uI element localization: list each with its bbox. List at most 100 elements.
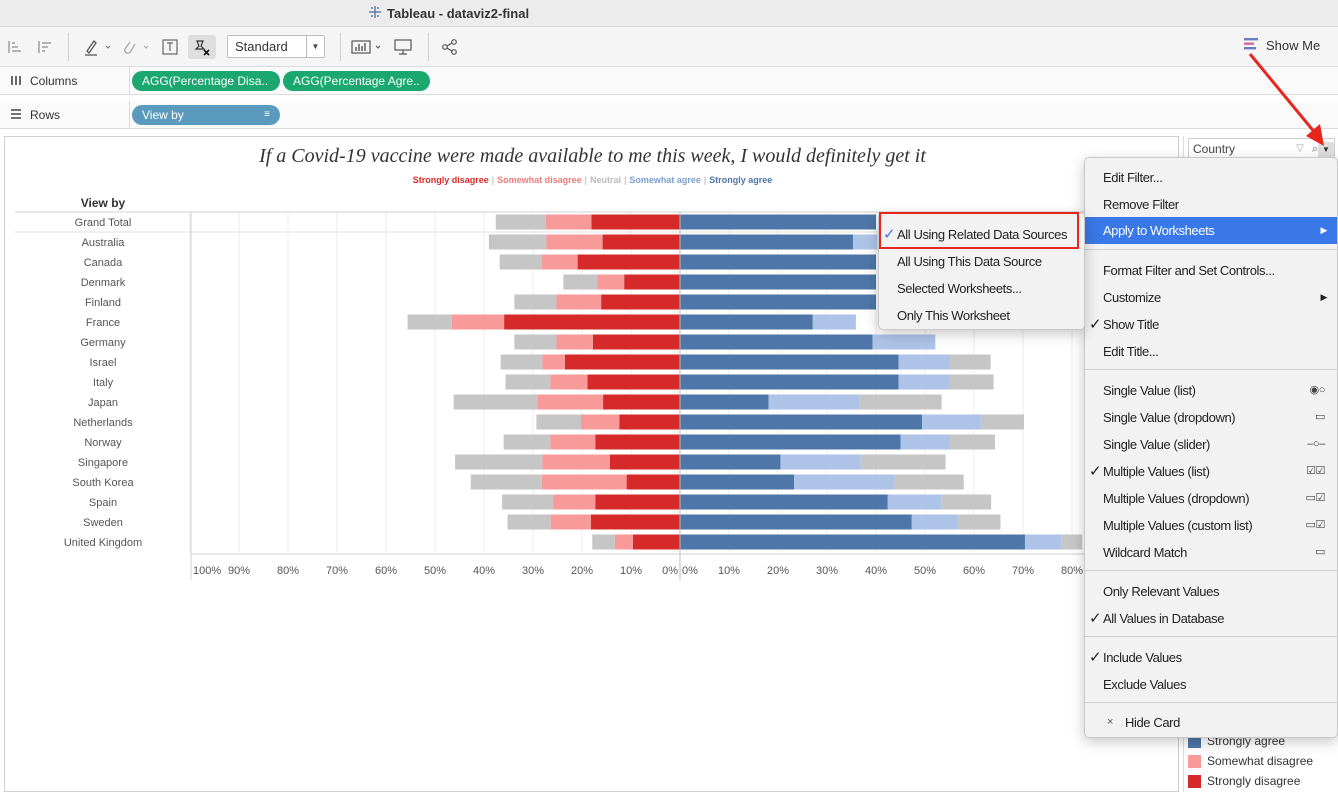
columns-shelf: Columns AGG(Percentage Disa.. AGG(Percen… <box>0 67 1338 95</box>
menu-item-label: Customize <box>1103 290 1161 305</box>
x-tick-label: 20% <box>767 565 789 577</box>
menu-item-show-title[interactable]: ✓ Show Title <box>1085 311 1337 338</box>
legend-card-item[interactable]: Strongly disagree <box>1188 774 1300 788</box>
bar-segment <box>949 434 996 450</box>
column-pill-percentage-disagree[interactable]: AGG(Percentage Disa.. <box>132 71 280 91</box>
menu-item-edit-title[interactable]: Edit Title... <box>1103 344 1159 359</box>
x-tick-label: 80% <box>1061 565 1083 577</box>
row-label: Japan <box>88 397 118 409</box>
annotation-highlight-box <box>879 212 1079 249</box>
menu-item-edit-filter[interactable]: Edit Filter... <box>1103 170 1163 185</box>
bar-segment <box>609 454 680 470</box>
menu-item-wildcard-match[interactable]: Wildcard Match ▭ <box>1085 539 1337 566</box>
x-tick-label: 10% <box>620 565 642 577</box>
submenu-item-selected-worksheets[interactable]: Selected Worksheets... <box>897 281 1022 296</box>
bar-segment <box>602 234 680 250</box>
filter-card-menu-button[interactable]: ▼ <box>1318 142 1334 158</box>
menu-item-all-values-in-database[interactable]: ✓ All Values in Database <box>1085 605 1337 632</box>
bar-segment <box>550 434 596 450</box>
x-tick-label: 70% <box>1012 565 1034 577</box>
apply-to-worksheets-submenu: ✓ All Using Related Data Sources All Usi… <box>878 212 1085 330</box>
text-label-icon[interactable] <box>158 35 182 59</box>
bar-segment <box>1061 534 1083 550</box>
funnel-icon: ▽ <box>1296 143 1304 154</box>
row-label: Singapore <box>78 457 128 469</box>
bar-segment <box>541 254 578 270</box>
radio-list-icon: ◉○ <box>1309 384 1326 396</box>
bar-segment <box>768 394 860 410</box>
custom-list-icon: ▭☑ <box>1305 519 1326 531</box>
bar-segment <box>500 354 543 370</box>
show-labels-icon[interactable] <box>350 35 384 59</box>
toolbar-separator <box>68 33 69 61</box>
sort-descending-icon[interactable] <box>34 35 54 59</box>
sort-ascending-icon[interactable] <box>4 35 24 59</box>
menu-item-single-value-dropdown[interactable]: Single Value (dropdown) ▭ <box>1085 404 1337 431</box>
row-label: Grand Total <box>75 217 132 229</box>
row-label: Australia <box>82 237 126 249</box>
menu-item-single-value-list[interactable]: Single Value (list) ◉○ <box>1085 377 1337 404</box>
bar-segment <box>603 394 680 410</box>
fix-axes-pin-icon[interactable] <box>188 35 216 59</box>
close-icon: × <box>1107 716 1114 728</box>
menu-item-only-relevant-values[interactable]: Only Relevant Values <box>1103 584 1220 599</box>
menu-item-multiple-values-dropdown[interactable]: Multiple Values (dropdown) ▭☑ <box>1085 485 1337 512</box>
menu-item-remove-filter[interactable]: Remove Filter <box>1103 197 1179 212</box>
legend-card-item[interactable]: Somewhat disagree <box>1188 754 1313 768</box>
show-me-icon <box>1244 37 1260 54</box>
menu-item-label: Show Title <box>1103 317 1159 332</box>
menu-item-apply-to-worksheets[interactable]: Apply to Worksheets ▶ <box>1085 217 1337 244</box>
bar-segment <box>680 494 888 510</box>
row-label: United Kingdom <box>64 537 142 549</box>
menu-item-label: Apply to Worksheets <box>1103 223 1215 238</box>
bar-segment <box>542 454 610 470</box>
bar-segment <box>563 274 598 290</box>
submenu-item-all-related-data-sources[interactable]: ✓ All Using Related Data Sources <box>879 221 1084 248</box>
menu-item-multiple-values-custom[interactable]: Multiple Values (custom list) ▭☑ <box>1085 512 1337 539</box>
bar-segment <box>453 394 538 410</box>
bar-segment <box>581 414 620 430</box>
presentation-mode-icon[interactable] <box>390 35 416 59</box>
multi-dropdown-icon: ▭☑ <box>1305 492 1326 504</box>
inline-color-legend: Strongly disagree | Somewhat disagree | Neut… <box>412 175 773 185</box>
menu-item-single-value-slider[interactable]: Single Value (slider) –○– <box>1085 431 1337 458</box>
bar-segment <box>872 334 936 350</box>
share-icon[interactable] <box>438 35 462 59</box>
menu-item-exclude-values[interactable]: Exclude Values <box>1103 677 1187 692</box>
bar-segment <box>455 454 543 470</box>
submenu-item-all-this-data-source[interactable]: All Using This Data Source <box>897 254 1042 269</box>
bar-segment <box>503 434 551 450</box>
bar-segment <box>514 294 557 310</box>
legend-somewhat-agree: Somewhat agree <box>629 175 701 185</box>
fit-value: Standard <box>235 39 288 54</box>
legend-swatch <box>1188 774 1201 788</box>
x-tick-label: 10% <box>718 565 740 577</box>
menu-item-include-values[interactable]: ✓ Include Values <box>1085 644 1337 671</box>
x-tick-label: 50% <box>914 565 936 577</box>
x-tick-label: 40% <box>865 565 887 577</box>
diverging-bar-chart[interactable]: View by Grand Total Australia Canada Denmark… <box>5 191 1178 791</box>
bar-segment <box>680 374 899 390</box>
menu-item-hide-card[interactable]: × Hide Card <box>1085 709 1337 736</box>
row-pill-view-by[interactable]: View by ≡ <box>132 105 280 125</box>
show-me-button[interactable]: Show Me <box>1244 37 1320 54</box>
column-pill-percentage-agree[interactable]: AGG(Percentage Agre.. <box>283 71 430 91</box>
menu-item-customize[interactable]: Customize ▶ <box>1085 284 1337 311</box>
bar-segment <box>958 514 1001 530</box>
fit-dropdown[interactable]: Standard ▼ <box>227 35 325 58</box>
annotate-paperclip-icon[interactable] <box>118 35 152 59</box>
highlight-pen-icon[interactable] <box>80 35 114 59</box>
bar-segment <box>852 234 878 250</box>
checkbox-list-icon: ☑☑ <box>1306 465 1325 477</box>
row-label: France <box>86 317 120 329</box>
submenu-item-only-this-worksheet[interactable]: Only This Worksheet <box>897 308 1010 323</box>
menu-item-multiple-values-list[interactable]: ✓ Multiple Values (list) ☑☑ <box>1085 458 1337 485</box>
bar-segment <box>624 274 680 290</box>
bar-segment <box>470 474 542 490</box>
bar-segment <box>407 314 452 330</box>
x-tick-label: 30% <box>522 565 544 577</box>
row-label: South Korea <box>72 477 134 489</box>
x-tick-label: 100% <box>193 565 221 577</box>
search-icon[interactable]: ⌕ <box>1311 143 1318 155</box>
menu-item-format-filter[interactable]: Format Filter and Set Controls... <box>1103 263 1275 278</box>
